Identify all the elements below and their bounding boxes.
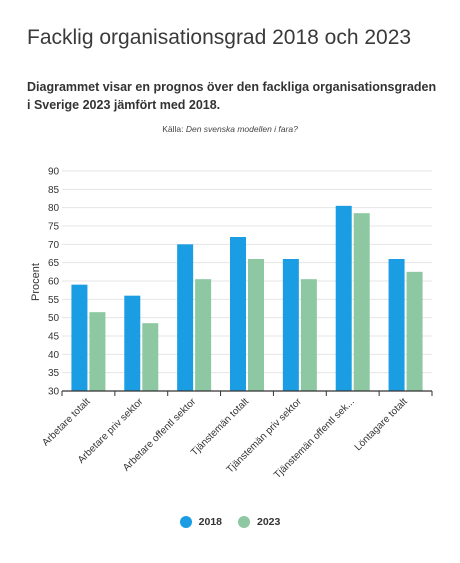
bar-2018[interactable]: [282, 259, 299, 391]
bar-2023[interactable]: [300, 279, 317, 391]
y-axis-label: Procent: [30, 263, 42, 301]
chart-title: Facklig organisationsgrad 2018 och 2023: [27, 26, 412, 49]
source-note: Källa: Den svenska modellen i fara?: [0, 124, 460, 134]
y-tick-label: 55: [48, 295, 60, 306]
bar-2023[interactable]: [248, 259, 264, 391]
legend-swatch-2023: [238, 516, 250, 528]
bar-2023[interactable]: [142, 323, 159, 391]
y-tick-label: 60: [48, 277, 60, 288]
x-tick-label: Arbetare totalt: [40, 396, 92, 448]
y-tick-label: 35: [48, 368, 60, 379]
bar-2023[interactable]: [353, 213, 370, 391]
bar-2018[interactable]: [124, 295, 141, 391]
y-tick-label: 75: [48, 222, 60, 233]
source-label: Källa:: [162, 124, 184, 134]
y-tick-label: 65: [48, 258, 60, 269]
y-tick-label: 70: [48, 240, 60, 251]
bar-2023[interactable]: [195, 279, 212, 391]
gridlines: [62, 170, 432, 374]
y-tick-label: 40: [48, 350, 60, 361]
y-tick-label: 50: [48, 313, 60, 324]
bar-2023[interactable]: [406, 271, 423, 391]
bar-2018[interactable]: [230, 237, 246, 391]
legend-item-2018[interactable]: 2018: [179, 516, 222, 528]
legend: 2018 2023: [0, 516, 460, 528]
legend-label-2018: 2018: [198, 516, 222, 528]
bar-2018[interactable]: [71, 284, 88, 391]
y-tick-label: 80: [48, 203, 60, 214]
bar-chart: 30 35 40 45 50 55 60 65 70 75 80 85 90 Procent Arbet…: [30, 167, 433, 481]
y-tick-label: 90: [48, 167, 60, 178]
y-tick-label: 85: [48, 185, 60, 196]
y-axis-ticks: 30 35 40 45 50 55 60 65 70 75 80 85 90: [48, 167, 60, 398]
y-tick-label: 45: [48, 332, 60, 343]
y-tick-label: 30: [48, 387, 60, 398]
source-text: Den svenska modellen i fara?: [185, 124, 298, 134]
x-tick-label: Tjänstemän totalt: [189, 396, 251, 458]
x-tick-label: Löntagare totalt: [353, 396, 410, 453]
chart-subtitle: Diagrammet visar en prognos över den fac…: [27, 80, 437, 112]
bar-2018[interactable]: [335, 205, 352, 391]
legend-swatch-2018: [179, 516, 192, 528]
legend-item-2023[interactable]: 2023: [238, 516, 280, 528]
legend-label-2023: 2023: [257, 516, 281, 528]
bars: [71, 205, 423, 391]
bar-2018[interactable]: [388, 259, 405, 391]
bar-2023[interactable]: [89, 312, 106, 391]
bar-2018[interactable]: [177, 244, 194, 391]
